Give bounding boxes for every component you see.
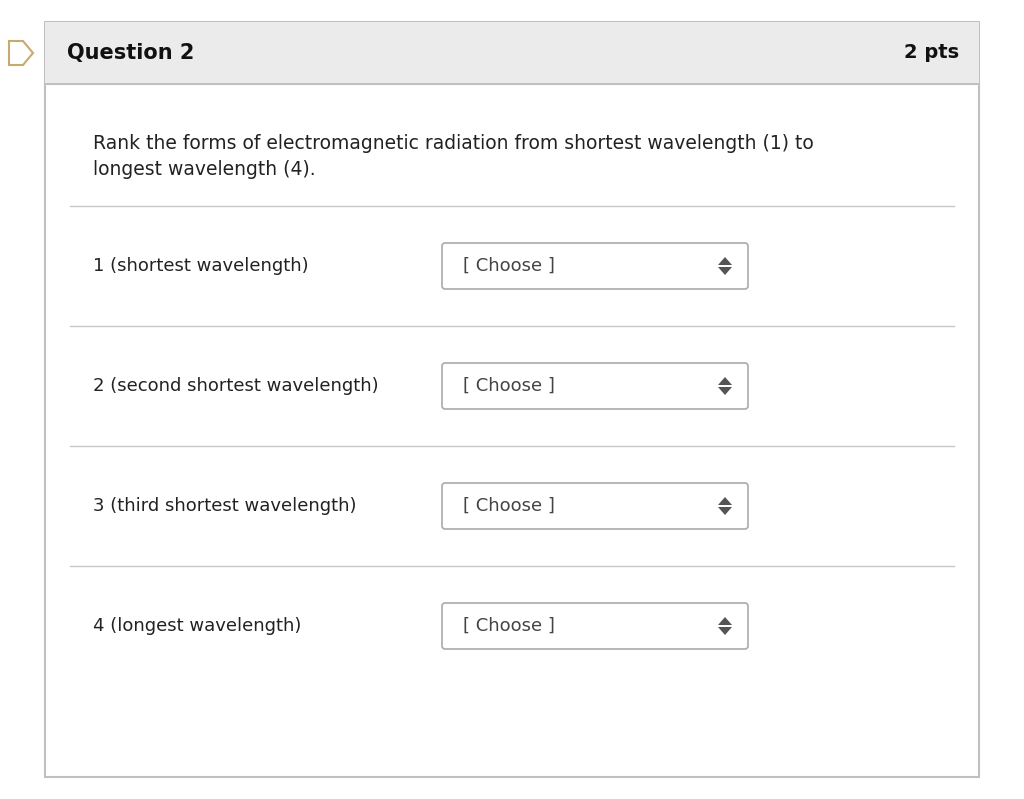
FancyBboxPatch shape	[442, 483, 748, 529]
Polygon shape	[718, 627, 732, 635]
Polygon shape	[718, 497, 732, 505]
Polygon shape	[9, 41, 33, 65]
Text: 4 (longest wavelength): 4 (longest wavelength)	[93, 617, 301, 635]
FancyBboxPatch shape	[45, 22, 979, 84]
Text: [ Choose ]: [ Choose ]	[463, 377, 555, 395]
Text: Question 2: Question 2	[67, 43, 195, 63]
Text: longest wavelength (4).: longest wavelength (4).	[93, 160, 315, 179]
FancyBboxPatch shape	[45, 22, 979, 777]
Text: 2 pts: 2 pts	[904, 43, 959, 62]
Polygon shape	[718, 267, 732, 275]
Polygon shape	[718, 507, 732, 515]
Text: 2 (second shortest wavelength): 2 (second shortest wavelength)	[93, 377, 379, 395]
Text: [ Choose ]: [ Choose ]	[463, 497, 555, 515]
Text: [ Choose ]: [ Choose ]	[463, 617, 555, 635]
Text: 1 (shortest wavelength): 1 (shortest wavelength)	[93, 257, 308, 275]
Text: [ Choose ]: [ Choose ]	[463, 257, 555, 275]
FancyBboxPatch shape	[442, 363, 748, 409]
Polygon shape	[718, 377, 732, 385]
FancyBboxPatch shape	[442, 603, 748, 649]
Text: Rank the forms of electromagnetic radiation from shortest wavelength (1) to: Rank the forms of electromagnetic radiat…	[93, 134, 814, 153]
Polygon shape	[718, 257, 732, 265]
Polygon shape	[718, 387, 732, 395]
Polygon shape	[718, 617, 732, 625]
Text: 3 (third shortest wavelength): 3 (third shortest wavelength)	[93, 497, 356, 515]
FancyBboxPatch shape	[442, 243, 748, 289]
